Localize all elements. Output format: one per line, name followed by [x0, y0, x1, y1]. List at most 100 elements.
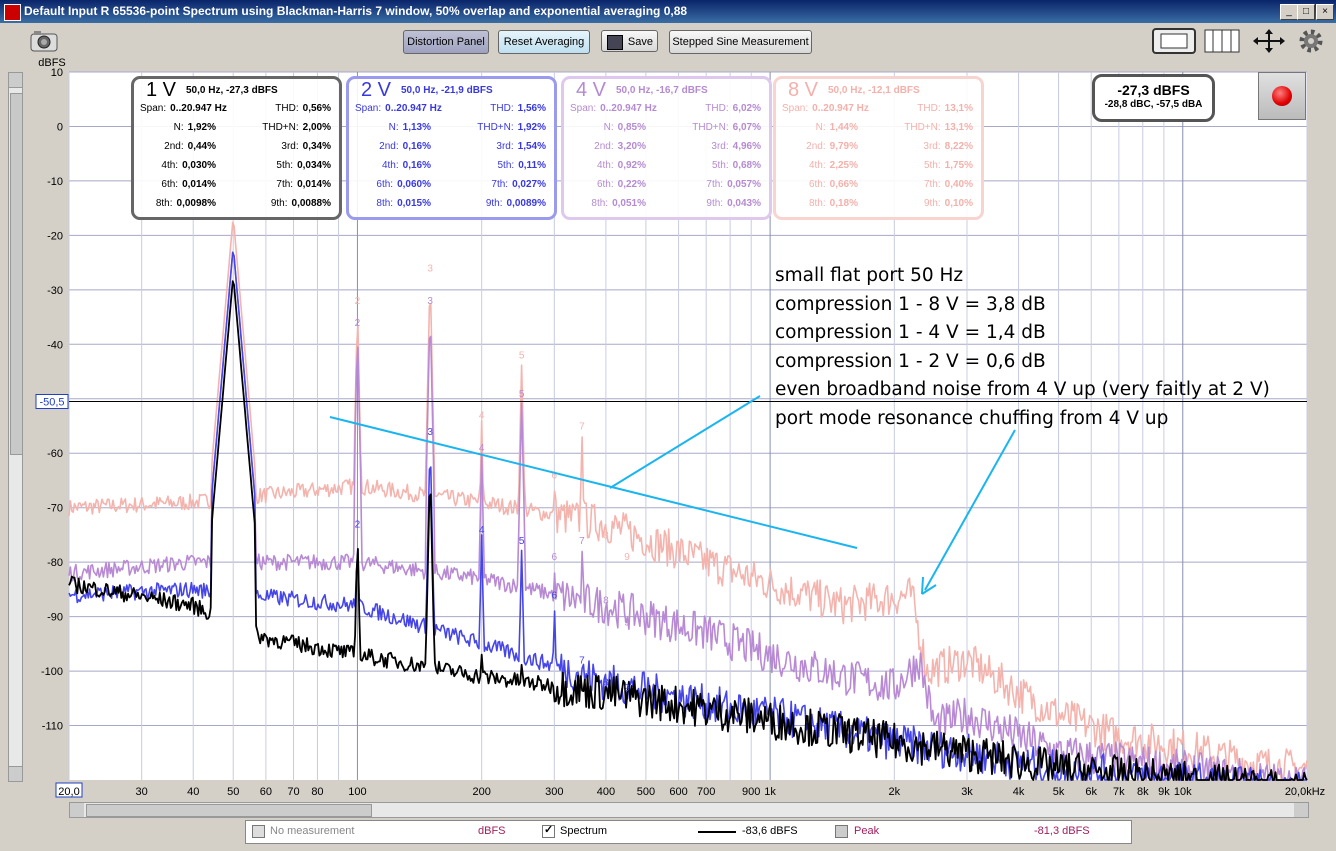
card-cell: THD+N: 13,1% — [904, 122, 973, 133]
harmonic-label: 4 — [479, 411, 485, 422]
card-cell: 2nd: 3,20% — [594, 141, 646, 152]
y-tick-label: -20 — [47, 230, 63, 242]
vertical-scroll-thumb[interactable] — [10, 93, 23, 455]
camera-icon[interactable] — [28, 28, 60, 54]
y-tick-label: 0 — [57, 121, 63, 133]
distortion-panel-button[interactable]: Distortion Panel — [403, 30, 489, 54]
close-button[interactable]: × — [1316, 4, 1334, 20]
columns-icon[interactable] — [1204, 28, 1240, 54]
card-voltage: 1 V — [146, 79, 177, 101]
reset-averaging-button[interactable]: Reset Averaging — [498, 30, 590, 54]
horizontal-scroll-thumb[interactable] — [86, 804, 372, 817]
app-icon — [4, 4, 21, 21]
card-cell: 3rd: 1,54% — [496, 141, 546, 152]
card-cell: 5th: 0,11% — [497, 160, 547, 171]
harmonic-label: 4 — [479, 525, 485, 536]
harmonic-label: 2 — [355, 318, 361, 329]
y-tick-label: -10 — [47, 176, 63, 188]
vertical-scrollbar[interactable] — [8, 72, 23, 782]
scroll-left-icon[interactable] — [70, 803, 84, 817]
card-cell: 4th: 0,92% — [596, 160, 646, 171]
card-cell: 6th: 0,060% — [376, 179, 431, 190]
card-cell: 7th: 0,40% — [923, 179, 973, 190]
scroll-down-icon[interactable] — [9, 766, 22, 781]
card-cell: 8th: 0,051% — [591, 198, 646, 209]
x-tick-label: 40 — [187, 786, 199, 798]
harmonic-label: 6 — [552, 590, 558, 601]
cursor-level-box — [35, 393, 69, 409]
card-cell: 9th: 0,0088% — [270, 198, 331, 209]
display-icon[interactable] — [1152, 28, 1196, 54]
y-tick-label: -30 — [47, 285, 63, 297]
horizontal-scrollbar[interactable] — [69, 802, 1309, 818]
window-title: Default Input R 65536-point Spectrum usi… — [24, 4, 688, 18]
x-tick-label: 8k — [1137, 786, 1149, 798]
spectrum-checkbox[interactable]: ✓ — [542, 824, 555, 838]
x-tick-label: 500 — [637, 786, 655, 798]
stepped-sine-button[interactable]: Stepped Sine Measurement — [669, 30, 812, 54]
harmonic-label: 6 — [552, 470, 558, 481]
harmonic-labels: 2 3 4 5 6 7 8 9 2 3 4 5 6 7 8 9 2 3 4 5 6 7 8 9 — [355, 264, 631, 694]
y-tick-label: -100 — [41, 666, 63, 678]
card-cell: 7th: 0,057% — [706, 179, 761, 190]
spectrum-trace — [68, 251, 1307, 781]
harmonic-label: 5 — [519, 389, 525, 400]
no-measurement-label: No measurement — [270, 825, 355, 837]
card-header: 50,0 Hz, -12,1 dBFS — [828, 85, 920, 96]
card-header: 50,0 Hz, -16,7 dBFS — [616, 85, 708, 96]
harmonic-label: 2 — [355, 296, 361, 307]
harmonic-label: 3 — [427, 296, 433, 307]
scroll-up-icon[interactable] — [9, 73, 22, 88]
card-cell: 6th: 0,66% — [808, 179, 858, 190]
spectrum-trace — [68, 221, 1308, 781]
x-tick-label: 20,0kHz — [1285, 786, 1325, 798]
trend-line — [329, 416, 858, 549]
y-axis-unit: dBFS — [38, 57, 66, 69]
cursor-level-label: -50,5 — [39, 396, 64, 408]
spectrum-trace — [68, 280, 1308, 781]
record-button[interactable] — [1258, 72, 1306, 120]
card-cell: THD+N: 1,92% — [477, 122, 546, 133]
annotation-line: small flat port 50 Hz — [775, 265, 964, 286]
card-voltage: 4 V — [576, 79, 607, 101]
harmonic-label: 8 — [603, 677, 609, 688]
x-tick-label: 3k — [961, 786, 973, 798]
card-header: 50,0 Hz, -27,3 dBFS — [186, 85, 278, 96]
card-cell: THD+N: 2,00% — [262, 122, 331, 133]
card-cell: 5th: 0,68% — [711, 160, 761, 171]
scroll-right-icon[interactable] — [1294, 803, 1308, 817]
maximize-button[interactable]: □ — [1297, 4, 1315, 20]
x-tick-label: 60 — [260, 786, 272, 798]
card-cell: THD: 13,1% — [917, 103, 973, 114]
arrow-head-icon — [921, 576, 937, 595]
no-measurement-checkbox[interactable] — [252, 825, 265, 838]
x-tick-label: 30 — [136, 786, 148, 798]
arrow-line — [924, 429, 1016, 591]
x-tick-label: 70 — [287, 786, 299, 798]
window-titlebar: Default Input R 65536-point Spectrum usi… — [0, 0, 1336, 23]
record-led-icon — [1272, 86, 1292, 106]
harmonic-label: 2 — [355, 519, 361, 530]
harmonic-label: 7 — [579, 421, 585, 432]
x-tick-label: 6k — [1085, 786, 1097, 798]
card-cell: N: 1,13% — [388, 122, 431, 133]
gear-icon[interactable] — [1298, 28, 1324, 54]
cursor-level[interactable]: -50,5 — [35, 393, 1307, 409]
annotation-line: compression 1 - 8 V = 3,8 dB — [775, 293, 1046, 315]
card-cell: Span: 0..20.947 Hz — [355, 103, 442, 114]
card-cell: 5th: 0,034% — [276, 160, 331, 171]
save-button[interactable]: Save — [601, 30, 658, 52]
annotation-arrows — [329, 395, 1016, 595]
card-cell: N: 0,85% — [603, 122, 646, 133]
x-tick-label: 1k — [764, 786, 776, 798]
spectrum-label: Spectrum — [560, 825, 608, 837]
annotation-line: compression 1 - 4 V = 1,4 dB — [775, 322, 1046, 343]
card-cell: 9th: 0,0089% — [485, 198, 546, 209]
card-cell: 3rd: 8,22% — [923, 141, 973, 152]
fit-arrows-icon[interactable] — [1252, 28, 1286, 54]
y-tick-label: -70 — [47, 503, 63, 515]
x-tick-label: 7k — [1113, 786, 1125, 798]
peak-checkbox[interactable] — [835, 825, 848, 838]
x-tick-label: 9k — [1158, 786, 1170, 798]
card-cell: 5th: 1,75% — [923, 160, 973, 171]
